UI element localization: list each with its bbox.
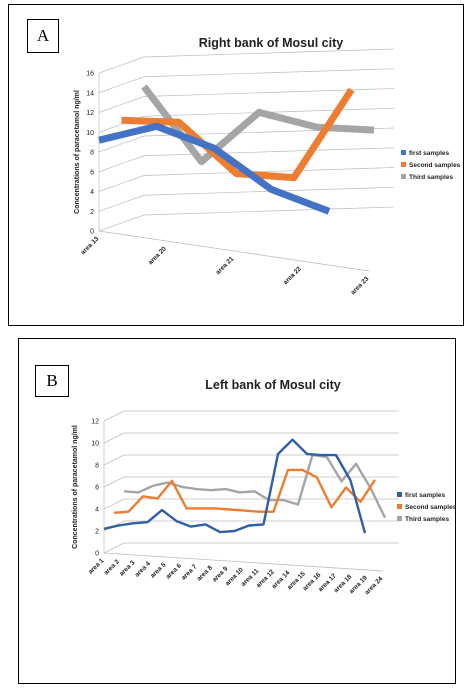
floor-edge: [98, 230, 370, 272]
gridline-side: [103, 410, 125, 422]
y-tick-label: 6: [90, 169, 94, 176]
gridline-side: [103, 476, 125, 488]
legend-label-third-samples: Third samples: [405, 516, 449, 523]
y-tick-label: 8: [95, 463, 99, 470]
legend-label-first-samples: first samples: [409, 150, 449, 157]
gridline-side: [98, 96, 145, 113]
gridline: [143, 206, 395, 216]
legend-swatch-first-samples: [401, 150, 406, 155]
gridline: [143, 88, 395, 97]
x-tick-label: area 13: [80, 235, 101, 256]
series-line-first-samples: [103, 438, 367, 534]
gridline-side: [103, 498, 125, 510]
y-tick-label: 4: [95, 507, 99, 514]
chart-panel-b: B Left bank of Mosul city 0 2 4 6 8 10 12 Concen…: [18, 338, 457, 684]
y-tick-label: 14: [86, 90, 94, 97]
legend-label-second-samples: Second samples: [405, 504, 457, 511]
y-tick-label: 16: [86, 71, 94, 78]
x-tick-label: area 22: [282, 265, 303, 286]
y-tick-label: 12: [86, 110, 94, 117]
y-tick-label: 10: [91, 441, 99, 448]
y-tick-label: 2: [95, 529, 99, 536]
left-bank-chart: Left bank of Mosul city 0 2 4 6 8 10 12 Concentr…: [72, 378, 457, 596]
panel-label-a: A: [27, 19, 59, 53]
gridline-side: [103, 542, 125, 554]
y-axis-title: Concentrations of paracetamol ng/ml: [74, 90, 81, 214]
gridline-side: [98, 76, 145, 94]
gridline-side: [98, 175, 145, 192]
y-tick-label: 8: [90, 150, 94, 157]
y-tick-label: 2: [90, 209, 94, 216]
y-tick-label: 0: [95, 551, 99, 558]
legend-label-second-samples: Second samples: [409, 162, 461, 169]
gridline: [143, 167, 395, 176]
y-tick-label: 6: [95, 485, 99, 492]
y-tick-label: 10: [86, 130, 94, 137]
right-bank-chart: Right bank of Mosul city 0 2 4 6 8 10 12 14 16 Con…: [74, 36, 461, 296]
x-tick-label: area 20: [147, 245, 168, 266]
chart-title: Left bank of Mosul city: [205, 378, 340, 392]
legend-swatch-second-samples: [397, 504, 402, 509]
gridline: [143, 48, 395, 58]
legend-label-third-samples: Third samples: [409, 174, 453, 181]
y-tick-label: 0: [90, 229, 94, 236]
gridline-side: [103, 432, 125, 444]
gridline: [143, 147, 395, 157]
gridline-side: [98, 214, 145, 232]
gridline-side: [98, 194, 145, 212]
legend-swatch-first-samples: [397, 492, 402, 497]
gridline-side: [98, 155, 145, 173]
x-tick-label: area 23: [350, 275, 371, 296]
legend-swatch-third-samples: [397, 516, 402, 521]
chart-title: Right bank of Mosul city: [199, 36, 343, 50]
legend-swatch-second-samples: [401, 162, 406, 167]
y-tick-label: 4: [90, 189, 94, 196]
legend-label-first-samples: first samples: [405, 492, 445, 499]
y-tick-label: 12: [91, 419, 99, 426]
floor-edge: [103, 552, 384, 572]
x-tick-label: area 21: [215, 255, 236, 276]
gridline: [143, 68, 395, 78]
chart-panel-a: A Right bank of Mosul city 0 2 4 6 8 10 12 14 16 C…: [8, 4, 464, 326]
panel-label-b: B: [35, 365, 69, 397]
series-line-first-samples: [98, 122, 331, 215]
y-axis-title: Concentrations of paracetamol ng/ml: [72, 425, 79, 549]
legend-swatch-third-samples: [401, 174, 406, 179]
gridline-side: [98, 56, 145, 74]
gridline-side: [103, 454, 125, 466]
gridline-side: [98, 135, 145, 153]
